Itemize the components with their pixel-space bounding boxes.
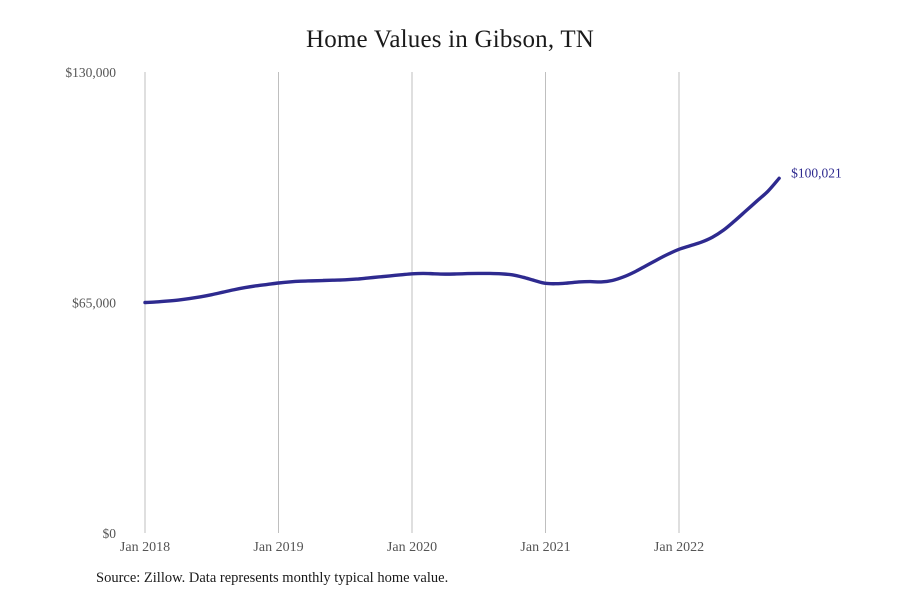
x-axis-tick-label: Jan 2022 bbox=[654, 540, 704, 555]
home-value-line bbox=[143, 176, 781, 305]
x-axis-tick-label: Jan 2018 bbox=[120, 540, 170, 555]
y-axis-tick-label: $130,000 bbox=[65, 65, 116, 80]
y-axis-tick-label: $65,000 bbox=[72, 296, 116, 311]
y-axis-tick-label: $0 bbox=[103, 526, 117, 541]
chart-title: Home Values in Gibson, TN bbox=[305, 26, 595, 53]
source-note: Source: Zillow. Data represents monthly … bbox=[96, 570, 449, 586]
endpoint-value-label: $100,021 bbox=[791, 165, 842, 180]
endpoint-annotation-group: $100,021 bbox=[791, 165, 842, 180]
data-series-group bbox=[143, 176, 781, 305]
x-axis-labels-group: Jan 2018 Jan 2019 Jan 2020 Jan 2021 Jan 2022 bbox=[120, 540, 704, 555]
x-axis-tick-label: Jan 2021 bbox=[520, 540, 570, 555]
x-axis-tick-label: Jan 2019 bbox=[253, 540, 303, 555]
y-axis-labels-group: $0 $65,000 $130,000 bbox=[65, 65, 116, 541]
x-axis-tick-label: Jan 2020 bbox=[387, 540, 437, 555]
gridlines-group bbox=[144, 72, 680, 533]
